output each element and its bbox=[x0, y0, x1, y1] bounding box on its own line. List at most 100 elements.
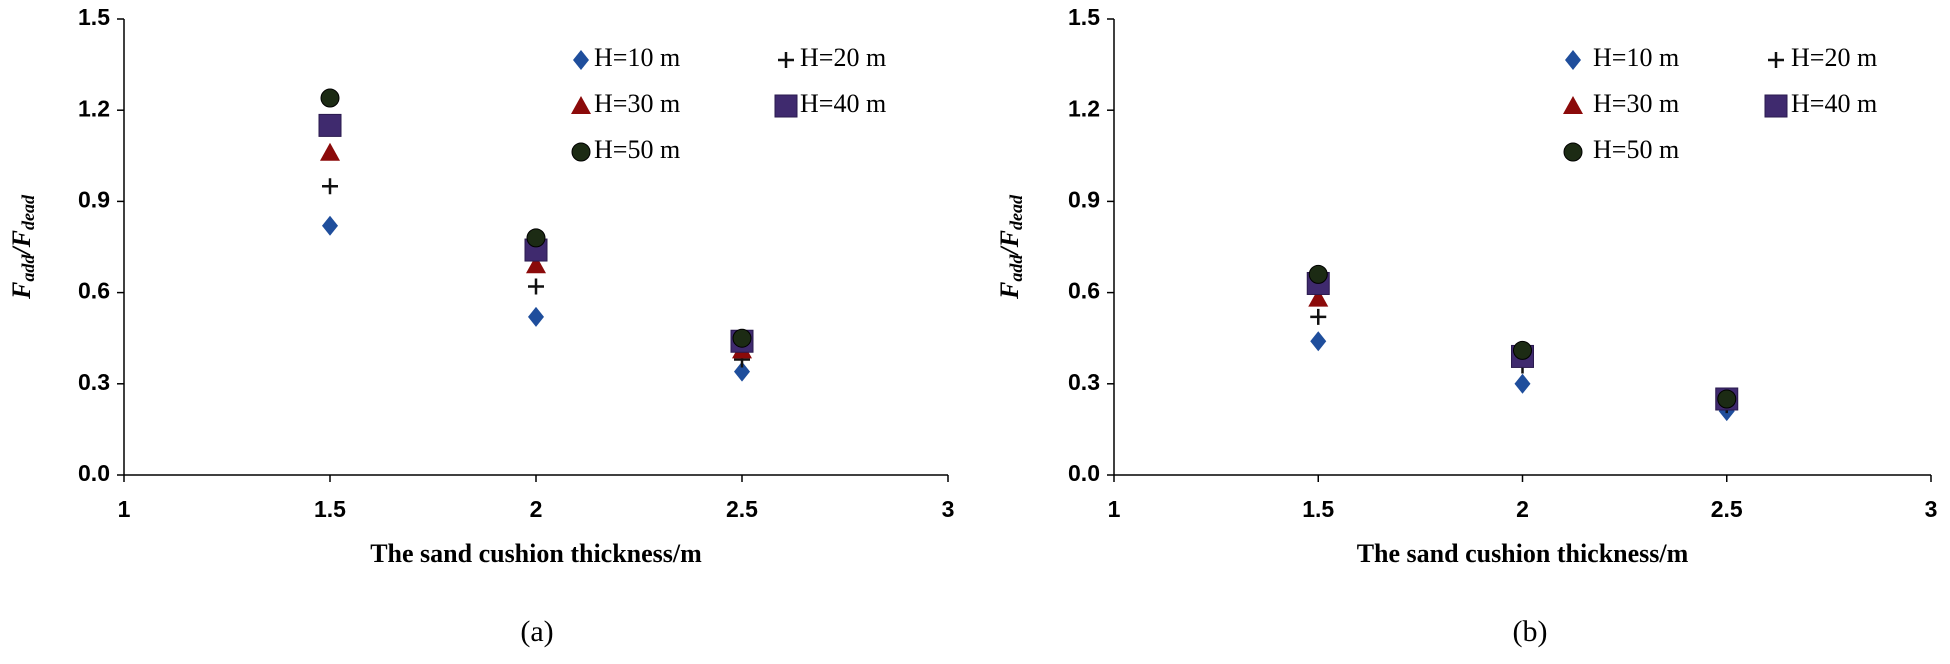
legend-label: H=20 m bbox=[1791, 43, 1877, 72]
marker bbox=[526, 255, 546, 274]
legend-marker bbox=[774, 94, 798, 118]
marker-shape bbox=[528, 278, 544, 295]
marker-shape bbox=[573, 50, 589, 70]
legend-label: H=10 m bbox=[594, 43, 680, 72]
marker-shape bbox=[1563, 142, 1583, 162]
y-tick-label: 1.5 bbox=[78, 4, 110, 30]
x-tick-label: 2.5 bbox=[726, 496, 758, 522]
marker bbox=[1717, 389, 1737, 409]
marker bbox=[528, 306, 544, 327]
marker bbox=[320, 88, 340, 108]
panel-caption: (a) bbox=[520, 615, 553, 648]
x-tick-label: 3 bbox=[1925, 496, 1938, 522]
marker-shape bbox=[1310, 308, 1327, 325]
y-label-part: F bbox=[7, 230, 36, 248]
legend-label: H=50 m bbox=[1593, 135, 1679, 164]
marker-shape bbox=[1308, 264, 1328, 284]
marker-shape bbox=[1513, 340, 1532, 360]
y-tick-label: 0.3 bbox=[1068, 369, 1100, 395]
x-tick-label: 2.5 bbox=[1711, 496, 1743, 522]
y-tick-label: 1.2 bbox=[1068, 95, 1100, 121]
marker-shape bbox=[1514, 373, 1531, 394]
legend-label: H=20 m bbox=[800, 43, 886, 72]
marker bbox=[528, 278, 544, 295]
marker bbox=[732, 328, 752, 348]
legend-label: H=30 m bbox=[1593, 89, 1679, 118]
x-tick-label: 1 bbox=[1108, 496, 1121, 522]
marker-shape bbox=[734, 361, 750, 382]
y-tick-label: 0.0 bbox=[1068, 460, 1100, 486]
y-tick-label: 0.6 bbox=[78, 278, 110, 304]
x-tick-label: 1 bbox=[118, 496, 131, 522]
legend-label: H=50 m bbox=[594, 135, 680, 164]
y-tick-label: 0.6 bbox=[1068, 278, 1100, 304]
marker-shape bbox=[732, 328, 752, 348]
y-axis-label: Fadd/Fdead bbox=[995, 194, 1026, 300]
y-tick-label: 1.2 bbox=[78, 95, 110, 121]
y-label-part: / bbox=[995, 245, 1024, 257]
y-tick-label: 0.9 bbox=[1068, 186, 1100, 212]
marker bbox=[734, 361, 750, 382]
marker-shape bbox=[778, 52, 794, 68]
marker bbox=[322, 178, 338, 195]
legend-marker bbox=[1565, 50, 1581, 70]
legend-marker bbox=[571, 142, 591, 162]
y-tick-label: 1.5 bbox=[1068, 4, 1100, 30]
marker bbox=[526, 228, 546, 248]
marker bbox=[318, 113, 342, 137]
x-tick-label: 1.5 bbox=[314, 496, 346, 522]
x-tick-label: 2 bbox=[1516, 496, 1529, 522]
legend-label: H=40 m bbox=[800, 89, 886, 118]
y-label-part: dead bbox=[18, 194, 38, 230]
x-tick-label: 2 bbox=[530, 496, 543, 522]
marker-shape bbox=[320, 142, 340, 161]
y-tick-label: 0.0 bbox=[78, 460, 110, 486]
marker-shape bbox=[1565, 50, 1581, 70]
marker-shape bbox=[526, 228, 546, 248]
legend-marker bbox=[778, 52, 794, 68]
marker bbox=[322, 215, 338, 236]
marker-shape bbox=[528, 306, 544, 327]
marker bbox=[320, 142, 340, 161]
y-label-part: F bbox=[995, 230, 1024, 248]
marker-shape bbox=[322, 215, 338, 236]
marker-shape bbox=[1764, 94, 1788, 118]
x-tick-label: 3 bbox=[942, 496, 955, 522]
marker bbox=[1310, 308, 1327, 325]
x-axis-label: The sand cushion thickness/m bbox=[1357, 539, 1689, 568]
marker-shape bbox=[1563, 96, 1583, 114]
legend-marker bbox=[1563, 96, 1583, 114]
y-label-part: dead bbox=[1006, 194, 1026, 230]
legend-marker bbox=[573, 50, 589, 70]
marker-shape bbox=[320, 88, 340, 108]
marker-shape bbox=[1717, 389, 1737, 409]
marker-shape bbox=[1768, 52, 1784, 68]
marker-shape bbox=[571, 96, 591, 114]
marker bbox=[1514, 373, 1531, 394]
marker-shape bbox=[571, 142, 591, 162]
y-axis-label: Fadd/Fdead bbox=[7, 194, 38, 300]
y-label-part: / bbox=[7, 245, 36, 257]
marker-shape bbox=[774, 94, 798, 118]
marker bbox=[1308, 264, 1328, 284]
y-tick-label: 0.9 bbox=[78, 186, 110, 212]
marker-shape bbox=[1308, 288, 1329, 307]
marker-shape bbox=[526, 255, 546, 274]
y-label-part: F bbox=[7, 282, 36, 300]
panel-caption: (b) bbox=[1513, 615, 1548, 648]
x-axis-label: The sand cushion thickness/m bbox=[370, 539, 702, 568]
legend-label: H=10 m bbox=[1593, 43, 1679, 72]
y-label-part: F bbox=[995, 282, 1024, 300]
marker bbox=[1310, 331, 1327, 352]
marker-shape bbox=[1310, 331, 1327, 352]
legend-marker bbox=[571, 96, 591, 114]
legend-label: H=40 m bbox=[1791, 89, 1877, 118]
marker bbox=[1513, 340, 1532, 360]
marker-shape bbox=[322, 178, 338, 195]
x-tick-label: 1.5 bbox=[1302, 496, 1334, 522]
y-label-part: add bbox=[18, 254, 38, 282]
y-tick-label: 0.3 bbox=[78, 369, 110, 395]
legend-label: H=30 m bbox=[594, 89, 680, 118]
y-label-part: add bbox=[1006, 254, 1026, 282]
